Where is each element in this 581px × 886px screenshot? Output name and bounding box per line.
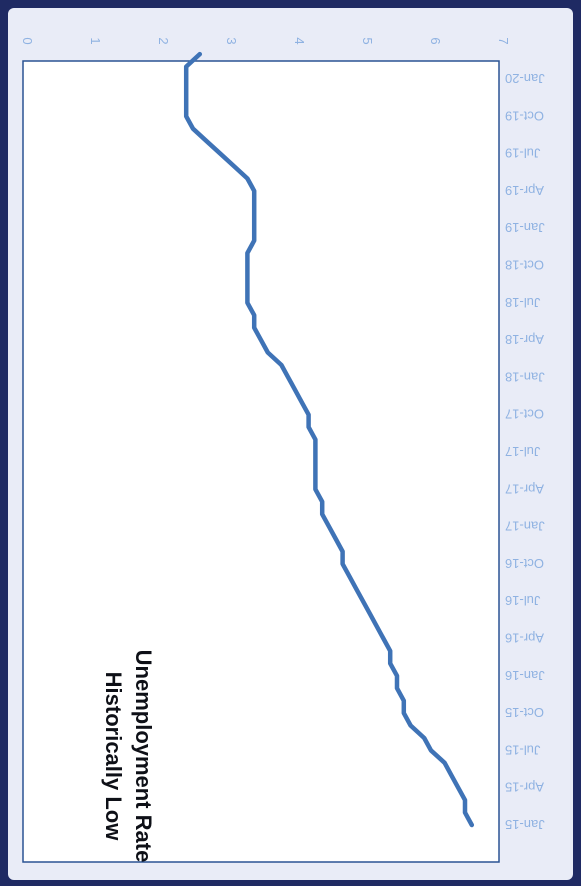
category-tick-label: Oct-19: [505, 108, 544, 123]
value-tick-label: 0: [20, 37, 35, 44]
category-tick-label: Jul-16: [505, 593, 540, 608]
plot-area: [22, 60, 500, 863]
rotated-chart-group: 0 1 2 3 4 5 6 7 Jan-15 Apr-15 Jul-15 Oct-15 Jan-16 A…: [20, 37, 545, 863]
value-tick-label: 5: [360, 37, 375, 44]
category-tick-label: Apr-15: [505, 780, 544, 795]
value-tick-label: 6: [428, 37, 443, 44]
value-tick-label: 4: [292, 37, 307, 44]
category-tick-label: Jan-15: [505, 817, 545, 832]
category-tick-label: Apr-16: [505, 631, 544, 646]
category-tick-label: Jan-18: [505, 369, 545, 384]
category-tick-label: Jan-17: [505, 519, 545, 534]
category-tick-label: Jul-18: [505, 295, 540, 310]
category-tick-label: Oct-15: [505, 705, 544, 720]
category-tick-label: Jan-20: [505, 71, 545, 86]
chart-title-line-2: Unemployment Rate: [131, 650, 156, 863]
value-tick-label: 7: [496, 37, 511, 44]
category-tick-label: Apr-19: [505, 183, 544, 198]
category-tick-label: Apr-18: [505, 332, 544, 347]
category-tick-label: Jan-19: [505, 220, 545, 235]
chart-title-line-1: Historically Low: [101, 672, 126, 842]
category-tick-label: Jul-15: [505, 742, 540, 757]
category-tick-label: Oct-16: [505, 556, 544, 571]
y-axis-ticks: 0 1 2 3 4 5 6 7: [20, 37, 511, 44]
category-tick-label: Jul-19: [505, 146, 540, 161]
value-tick-label: 2: [156, 37, 171, 44]
value-tick-label: 1: [88, 37, 103, 44]
category-tick-label: Oct-17: [505, 407, 544, 422]
category-tick-label: Apr-17: [505, 481, 544, 496]
value-tick-label: 3: [224, 37, 239, 44]
category-tick-label: Jan-16: [505, 668, 545, 683]
category-tick-label: Jul-17: [505, 444, 540, 459]
x-axis-ticks: Jan-15 Apr-15 Jul-15 Oct-15 Jan-16 Apr-16 Jul-…: [505, 71, 545, 832]
category-tick-label: Oct-18: [505, 258, 544, 273]
series-line: [183, 51, 475, 828]
